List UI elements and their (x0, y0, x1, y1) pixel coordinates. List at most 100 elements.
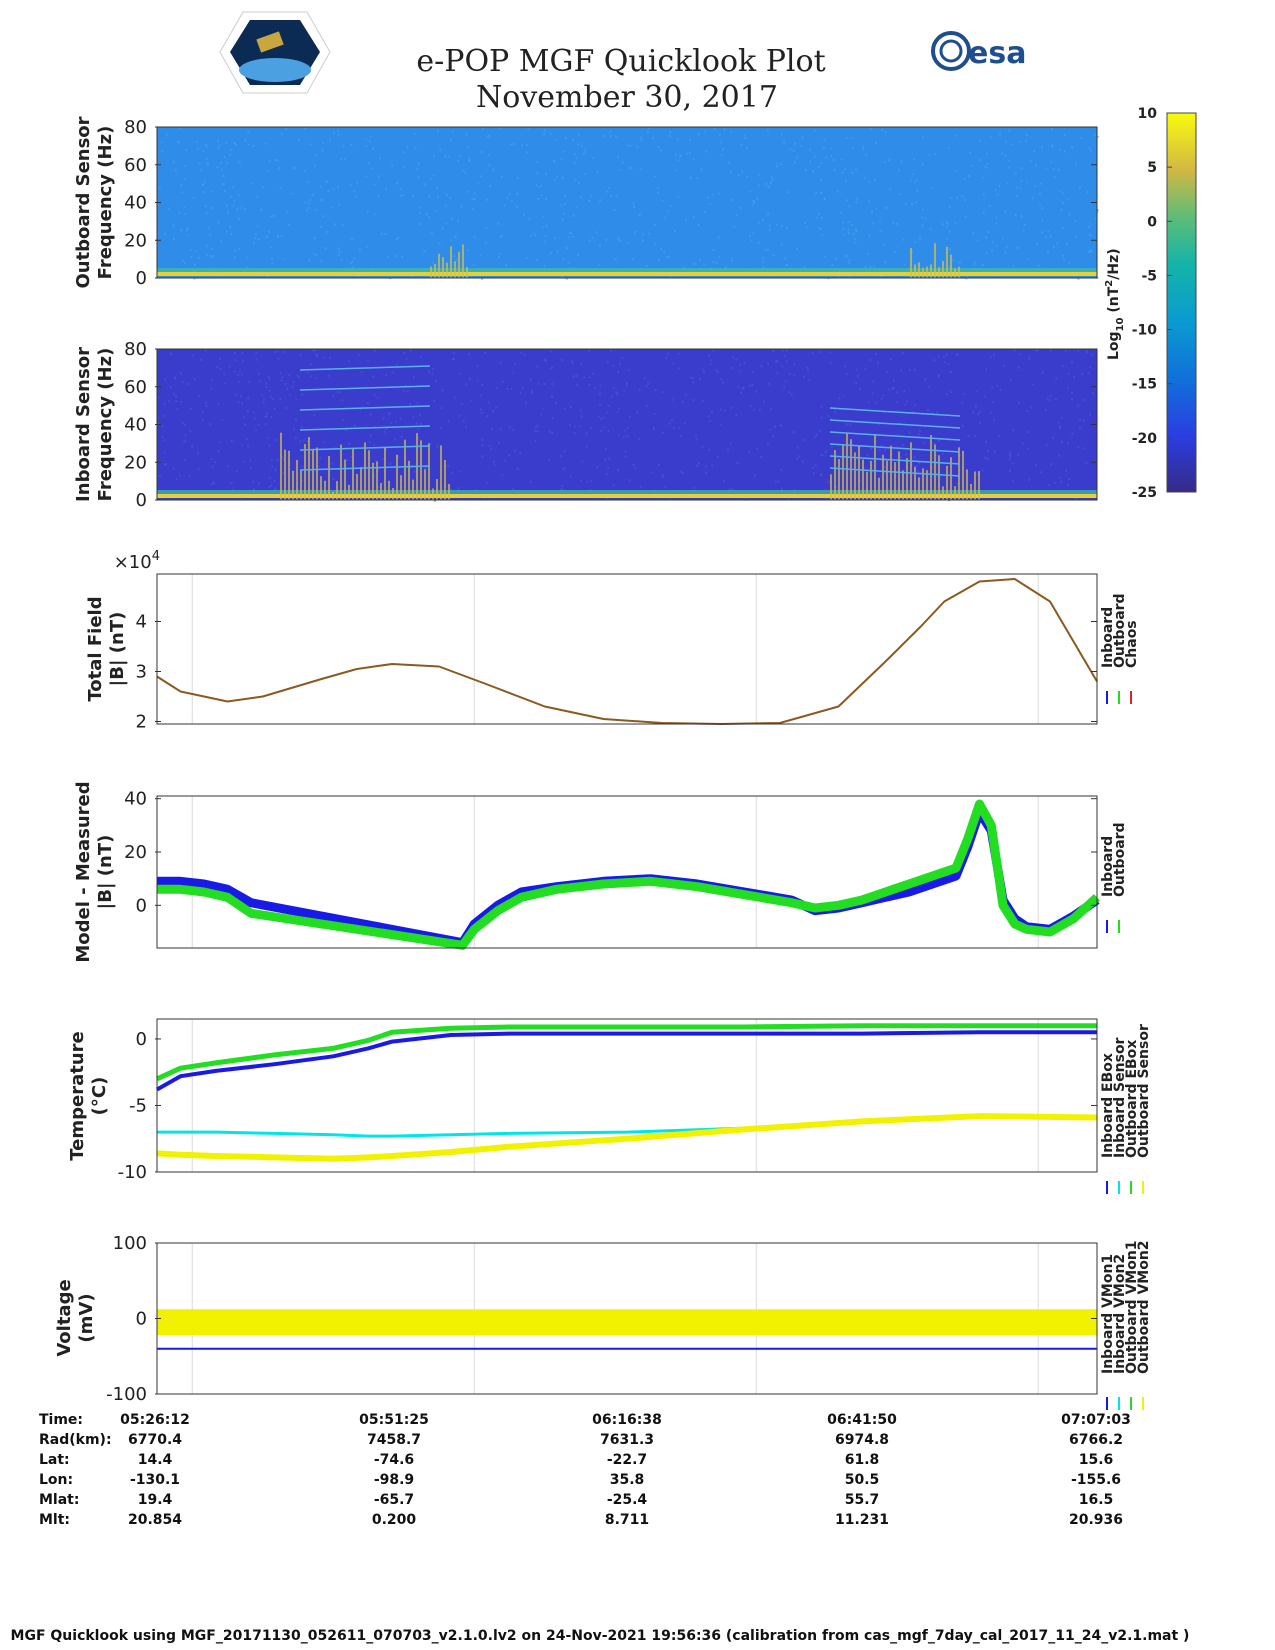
spectrogram-burst (454, 261, 456, 278)
colorbar-tick-label: 0 (1147, 214, 1157, 230)
spectrogram-noise (570, 360, 573, 363)
spectrogram-noise (1005, 245, 1008, 248)
ephemeris-row-label: Lon: (39, 1472, 73, 1488)
spectrogram-noise (534, 429, 537, 432)
spectrogram-noise (768, 229, 771, 232)
spectrogram-noise (793, 374, 796, 377)
spectrogram-noise (269, 246, 272, 249)
spectrogram-noise (266, 235, 269, 238)
spectrogram-noise (196, 147, 199, 150)
spectrogram-noise (803, 265, 806, 268)
spectrogram-noise (880, 444, 883, 447)
spectrogram-noise (1059, 149, 1062, 152)
spectrogram-noise (239, 395, 242, 398)
spectrogram-noise (246, 410, 249, 413)
spectrogram-noise (793, 143, 796, 146)
spectrogram-noise (704, 471, 707, 474)
spectrogram-noise (625, 384, 628, 387)
spectrogram-noise (416, 422, 419, 425)
spectrogram-harmonic (829, 407, 961, 417)
spectrogram-noise (517, 468, 520, 471)
y-tick-label: 20 (124, 230, 147, 251)
spectrogram-noise (493, 464, 496, 467)
spectrogram-noise (395, 363, 398, 366)
ephemeris-cell: 05:26:12 (120, 1412, 190, 1428)
spectrogram-noise (730, 257, 733, 260)
spectrogram-noise (333, 131, 336, 134)
spectrogram-noise (1020, 187, 1023, 190)
spectrogram-noise (916, 189, 919, 192)
spectrogram-noise (236, 373, 239, 376)
spectrogram-noise (178, 474, 181, 477)
spectrogram-burst (958, 266, 960, 278)
spectrogram-noise (246, 256, 249, 259)
spectrogram-noise (265, 382, 268, 385)
legend-label: Inboard VMon2 (1112, 1254, 1128, 1374)
spectrogram-noise (342, 419, 345, 422)
spectrogram-noise (1071, 392, 1074, 395)
spectrogram-noise (770, 176, 773, 179)
colorbar-tick-label: 10 (1138, 106, 1158, 122)
spectrogram-noise (253, 488, 256, 491)
spectrogram-noise (987, 231, 990, 234)
spectrogram-noise (189, 248, 192, 251)
spectrogram-burst (962, 450, 964, 500)
spectrogram-noise (456, 220, 459, 223)
spectrogram-noise (964, 199, 967, 202)
spectrogram-noise (707, 196, 710, 199)
spectrogram-noise (855, 381, 858, 384)
spectrogram-noise (279, 398, 282, 401)
spectrogram-noise (514, 362, 517, 365)
spectrogram-noise (370, 434, 373, 437)
spectrogram-noise (445, 222, 448, 225)
spectrogram-noise (883, 466, 886, 469)
spectrogram-noise (626, 144, 629, 147)
spectrogram-noise (743, 362, 746, 365)
spectrogram-noise (1068, 478, 1071, 481)
spectrogram-noise (447, 155, 450, 158)
spectrogram-noise (927, 275, 930, 278)
spectrogram-noise (439, 148, 442, 151)
spectrogram-noise (1061, 227, 1064, 230)
spectrogram-noise (210, 387, 213, 390)
spectrogram-noise (1086, 191, 1089, 194)
spectrogram-noise (268, 160, 271, 163)
spectrogram-noise (914, 241, 917, 244)
spectrogram-noise (378, 157, 381, 160)
spectrogram-noise (573, 179, 576, 182)
spectrogram-noise (441, 227, 444, 230)
spectrogram-noise (175, 400, 178, 403)
spectrogram-noise (1047, 250, 1050, 253)
spectrogram-noise (219, 441, 222, 444)
y-tick-label: -100 (106, 1384, 147, 1405)
spectrogram-noise (937, 375, 940, 378)
spectrogram-noise (1040, 219, 1043, 222)
spectrogram-noise (861, 146, 864, 149)
spectrogram-noise (157, 422, 160, 425)
spectrogram-noise (211, 207, 214, 210)
spectrogram-noise (585, 432, 588, 435)
spectrogram-noise (269, 395, 272, 398)
spectrogram-noise (1071, 432, 1074, 435)
spectrogram-noise (1002, 237, 1005, 240)
spectrogram-noise (629, 144, 632, 147)
spectrogram-noise (436, 445, 439, 448)
spectrogram-noise (588, 239, 591, 242)
spectrogram-noise (840, 158, 843, 161)
spectrogram-noise (173, 377, 176, 380)
spectrogram-noise (585, 480, 588, 483)
spectrogram-noise (572, 375, 575, 378)
spectrogram-noise (1075, 162, 1078, 165)
spectrogram-noise (223, 373, 226, 376)
spectrogram-noise (671, 398, 674, 401)
spectrogram-burst (320, 476, 322, 500)
spectrogram-noise (573, 153, 576, 156)
spectrogram-harmonic (829, 431, 961, 441)
spectrogram-noise (848, 205, 851, 208)
spectrogram-noise (429, 177, 432, 180)
spectrogram-noise (241, 443, 244, 446)
spectrogram-noise (847, 232, 850, 235)
spectrogram-noise (575, 375, 578, 378)
spectrogram-noise (343, 157, 346, 160)
ephemeris-cell: -98.9 (374, 1472, 414, 1488)
